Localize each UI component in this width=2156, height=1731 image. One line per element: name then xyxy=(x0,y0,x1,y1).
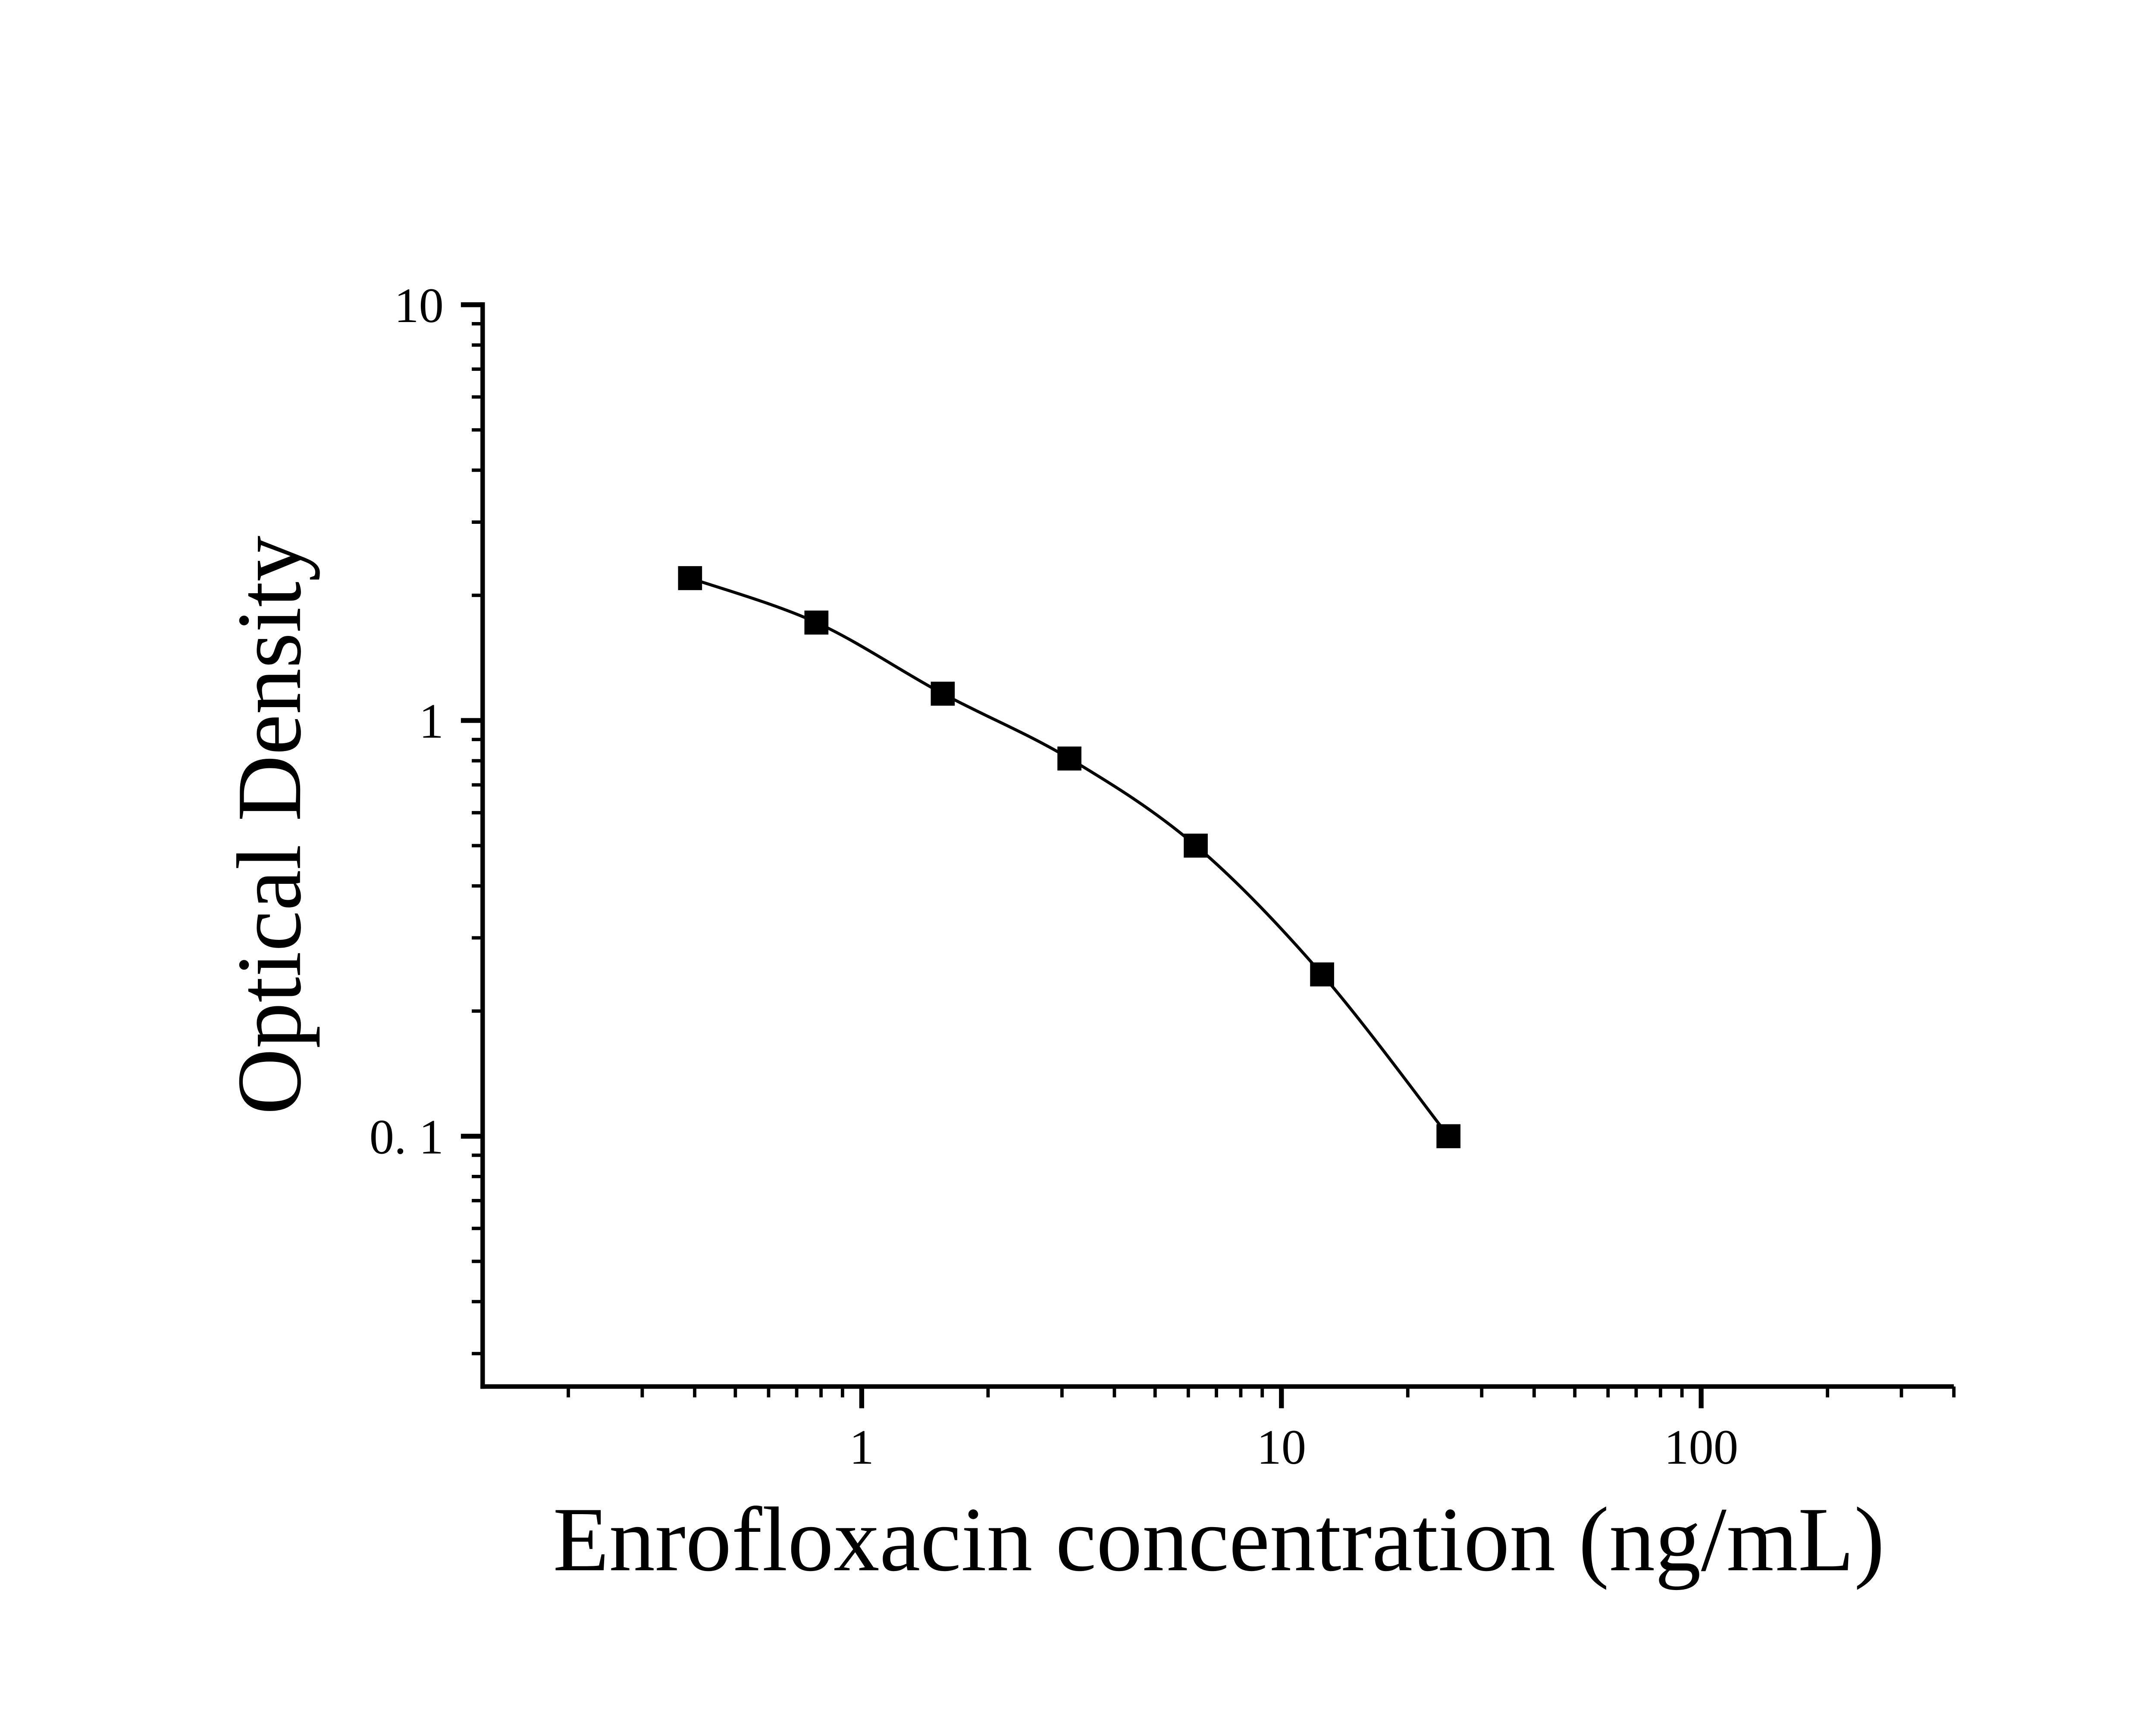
y-tick-label: 0. 1 xyxy=(370,1109,444,1164)
data-point-marker xyxy=(678,566,702,590)
data-point-marker xyxy=(1310,962,1334,986)
data-point-marker xyxy=(1436,1124,1460,1149)
data-point-marker xyxy=(1184,833,1208,858)
data-series xyxy=(678,566,1460,1149)
axis-tick-labels: 1 10 100 10 1 0. 1 xyxy=(370,278,1739,1474)
x-tick-label: 100 xyxy=(1664,1420,1738,1474)
data-point-marker xyxy=(1057,746,1081,771)
axis-ticks xyxy=(461,302,1956,1409)
y-axis-title: Optical Density xyxy=(219,535,320,1114)
y-tick-label: 1 xyxy=(419,694,443,748)
data-point-marker xyxy=(804,610,829,635)
x-axis-title: Enrofloxacin concentration (ng/mL) xyxy=(553,1489,1885,1590)
x-tick-label: 10 xyxy=(1257,1420,1306,1474)
chart-background xyxy=(0,113,2156,1618)
y-tick-label: 10 xyxy=(394,278,444,333)
x-tick-label: 1 xyxy=(849,1420,874,1474)
data-point-marker xyxy=(931,682,955,706)
